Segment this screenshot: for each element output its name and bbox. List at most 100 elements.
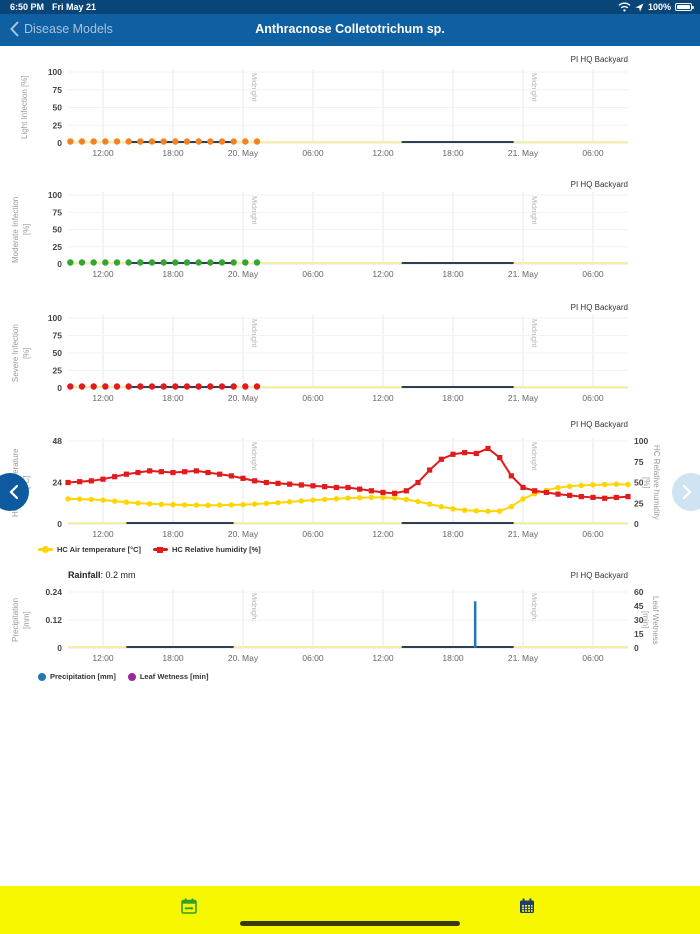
data-point xyxy=(252,478,258,484)
x-tick-label: 18:00 xyxy=(442,529,464,539)
y-tick-label: 75 xyxy=(53,85,63,95)
home-indicator[interactable] xyxy=(240,921,460,926)
data-point xyxy=(183,383,191,390)
x-tick-label: 06:00 xyxy=(582,529,604,539)
x-tick-label: 06:00 xyxy=(302,148,324,158)
previous-page-button[interactable] xyxy=(0,473,29,511)
data-point xyxy=(438,504,445,510)
data-point xyxy=(426,501,433,507)
data-point xyxy=(345,495,351,501)
data-point xyxy=(123,499,130,505)
data-point xyxy=(298,482,304,488)
data-point xyxy=(160,138,167,145)
data-point xyxy=(67,138,74,145)
x-tick-label: 12:00 xyxy=(372,393,394,403)
legend-label: HC Relative humidity [%] xyxy=(171,545,261,554)
data-point xyxy=(253,259,261,266)
data-point xyxy=(242,259,249,266)
data-point xyxy=(555,491,561,497)
y-tick-label: 75 xyxy=(53,207,63,217)
data-point xyxy=(450,451,456,457)
data-point xyxy=(67,259,74,266)
y-tick-label: 100 xyxy=(48,313,62,323)
x-tick-label: 12:00 xyxy=(372,653,394,663)
data-point xyxy=(322,484,328,490)
y-tick-label: 50 xyxy=(53,103,63,113)
data-point xyxy=(102,259,109,266)
y-tick-label: 0.24 xyxy=(45,587,62,597)
data-point xyxy=(392,490,398,496)
data-point xyxy=(321,496,328,503)
date-range-button[interactable] xyxy=(178,895,200,917)
data-point xyxy=(403,496,410,503)
data-point xyxy=(566,483,573,490)
legend-item-relative-humidity[interactable]: HC Relative humidity [%] xyxy=(152,545,261,554)
data-point xyxy=(125,383,132,390)
data-point xyxy=(590,482,596,488)
x-tick-label: 21. May xyxy=(508,148,539,158)
x-tick-label: 12:00 xyxy=(92,148,114,158)
data-point xyxy=(78,383,86,390)
data-point xyxy=(508,504,515,510)
y-tick-label: 48 xyxy=(53,436,63,446)
data-point xyxy=(602,495,608,501)
y-tick-label: 25 xyxy=(53,242,63,252)
back-button[interactable]: Disease Models xyxy=(10,21,113,37)
data-point xyxy=(170,469,176,476)
legend-item-leaf-wetness[interactable]: Leaf Wetness [min] xyxy=(127,672,209,681)
data-point xyxy=(485,445,491,452)
data-point xyxy=(520,484,526,491)
x-tick-label: 06:00 xyxy=(582,393,604,403)
data-point xyxy=(613,494,619,501)
data-point xyxy=(228,502,235,508)
data-point xyxy=(148,138,156,145)
data-point xyxy=(263,479,269,486)
x-tick-label: 12:00 xyxy=(92,269,114,279)
y-tick-label: 50 xyxy=(53,348,63,358)
next-page-button[interactable] xyxy=(672,473,700,511)
data-point xyxy=(578,494,584,500)
data-point xyxy=(137,383,144,390)
data-point xyxy=(160,259,167,266)
calendar-button[interactable] xyxy=(516,895,538,917)
data-point xyxy=(216,502,223,508)
data-point xyxy=(207,259,214,266)
y-tick-label: 25 xyxy=(53,366,63,376)
data-point xyxy=(333,484,339,491)
data-point xyxy=(135,500,141,506)
right-y-tick-label: 0 xyxy=(634,643,639,653)
legend-item-precipitation[interactable]: Precipitation [mm] xyxy=(38,672,116,681)
data-point xyxy=(77,479,83,485)
data-point xyxy=(613,481,620,487)
data-point xyxy=(111,498,118,504)
midnight-label: Midnight xyxy=(250,319,259,348)
legend-marker-leaf-wetness xyxy=(127,672,136,681)
data-point xyxy=(356,495,363,501)
y-tick-label: 25 xyxy=(53,120,63,130)
data-point xyxy=(76,496,83,502)
data-point xyxy=(218,138,226,145)
status-date: Fri May 21 xyxy=(52,2,97,12)
data-point xyxy=(183,138,191,145)
data-point xyxy=(251,501,258,507)
x-tick-label: 20. May xyxy=(228,269,259,279)
y-axis-label-precipitation: Precipitation xyxy=(11,597,20,643)
data-point xyxy=(125,259,132,266)
y-tick-label: 24 xyxy=(53,478,63,488)
data-point xyxy=(100,476,106,482)
data-point xyxy=(242,383,249,390)
battery-icon xyxy=(675,3,694,11)
legend-label: Leaf Wetness [min] xyxy=(139,672,209,681)
x-tick-label: 12:00 xyxy=(92,529,114,539)
x-tick-label: 18:00 xyxy=(162,269,184,279)
data-point xyxy=(310,483,316,489)
y-tick-label: 0.12 xyxy=(45,615,62,625)
data-point xyxy=(147,468,153,474)
legend-marker-humidity xyxy=(152,546,168,553)
station-label: PI HQ Backyard xyxy=(570,571,628,580)
data-point xyxy=(520,496,526,502)
data-point xyxy=(172,138,179,145)
data-point xyxy=(473,450,479,457)
legend-item-air-temperature[interactable]: HC Air temperature [°C] xyxy=(38,545,141,554)
data-point xyxy=(357,486,363,492)
